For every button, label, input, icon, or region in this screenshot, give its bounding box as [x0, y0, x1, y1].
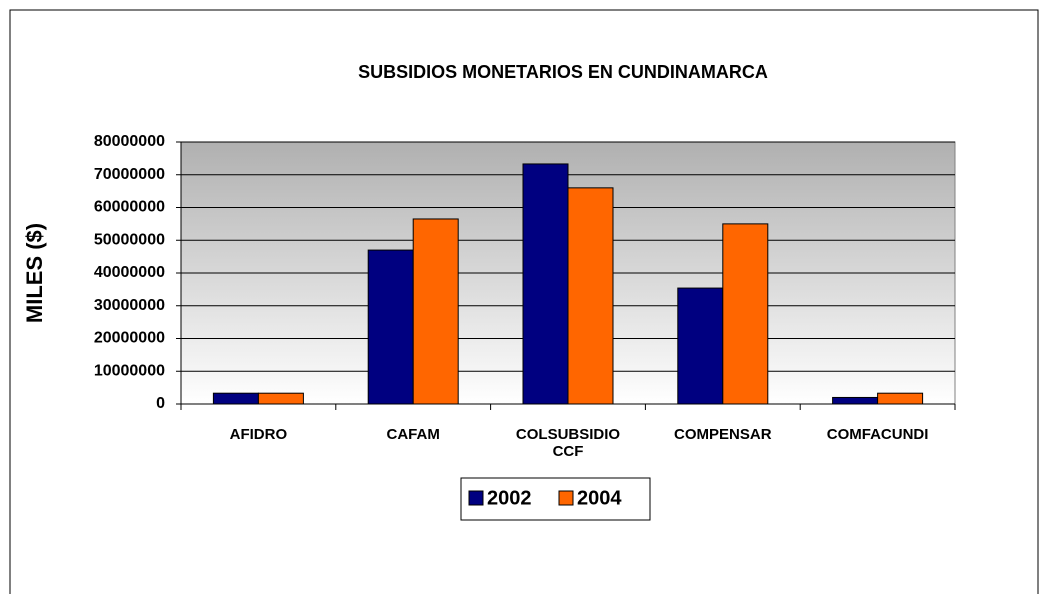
x-tick-label: CAFAM — [386, 426, 440, 443]
legend-label: 2002 — [487, 487, 532, 509]
bar — [522, 163, 569, 405]
bar — [212, 392, 259, 405]
y-tick-label: 10000000 — [94, 362, 165, 379]
y-tick-label: 30000000 — [94, 297, 165, 314]
bar — [567, 187, 614, 405]
frame — [9, 9, 1039, 594]
legend-swatch — [558, 490, 574, 506]
legend-swatch — [468, 490, 484, 506]
y-tick-label: 20000000 — [94, 330, 165, 347]
y-axis-label: MILES ($) — [22, 223, 47, 323]
bar — [412, 218, 459, 405]
y-tick-label: 50000000 — [94, 231, 165, 248]
x-tick-label: COLSUBSIDIO CCF — [515, 426, 621, 460]
y-tick-label: 70000000 — [94, 166, 165, 183]
bar — [877, 392, 924, 405]
y-tick-label: 0 — [156, 395, 165, 412]
x-tick-label: AFIDRO — [229, 426, 288, 443]
chart-title: SUBSIDIOS MONETARIOS EN CUNDINAMARCA — [358, 62, 768, 82]
legend-box — [460, 477, 651, 521]
bar — [367, 249, 414, 405]
x-tick-label: COMPENSAR — [674, 426, 772, 443]
x-tick-label: COMFACUNDI — [826, 426, 929, 443]
y-tick-label: 60000000 — [94, 199, 165, 216]
bar — [257, 392, 304, 405]
bar — [677, 287, 724, 405]
bar — [832, 396, 879, 405]
legend-label: 2004 — [577, 487, 622, 509]
y-tick-label: 80000000 — [94, 133, 165, 150]
bar — [722, 223, 769, 405]
y-tick-label: 40000000 — [94, 264, 165, 281]
